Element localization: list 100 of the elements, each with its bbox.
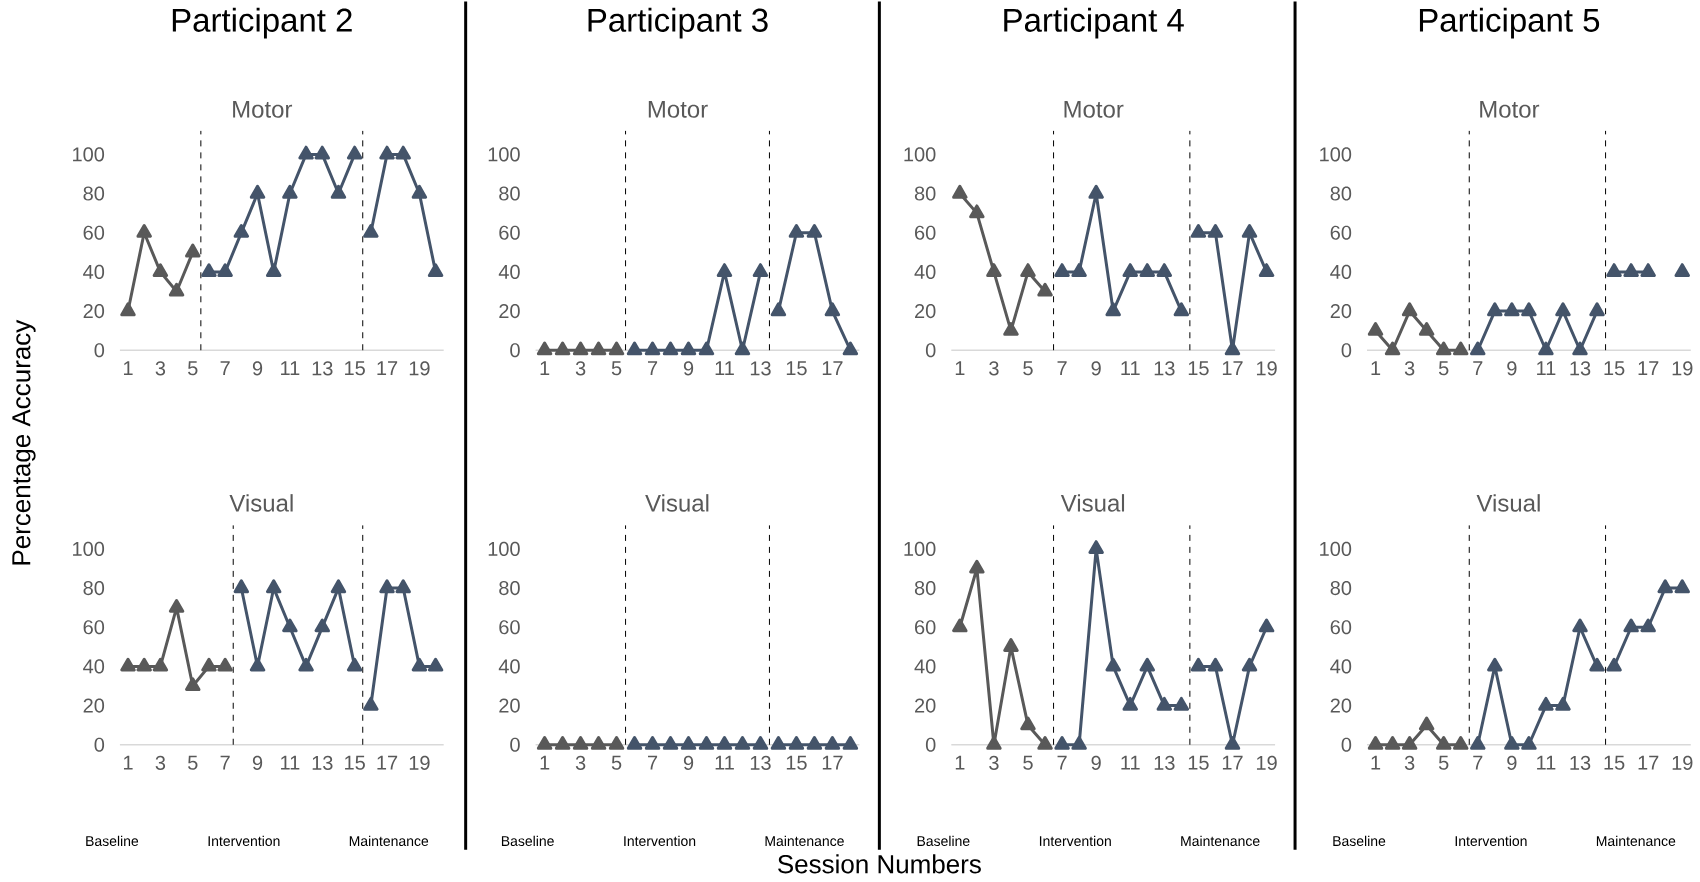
point xyxy=(1367,322,1384,336)
point xyxy=(1122,263,1138,278)
x-tick-label: 17 xyxy=(1638,755,1659,770)
y-tick-label: 80 xyxy=(499,186,520,201)
x-tick-label: 7 xyxy=(1473,361,1483,376)
y-tick-label: 100 xyxy=(488,147,520,162)
chart-subtitle: Motor xyxy=(648,101,708,118)
x-tick-label: 19 xyxy=(1256,361,1277,376)
x-tick-label: 9 xyxy=(683,361,694,376)
x-tick-label: 1 xyxy=(123,361,133,376)
x-tick-label: 11 xyxy=(715,755,734,770)
point xyxy=(120,657,136,672)
y-tick-label: 0 xyxy=(94,737,105,752)
y-tick-label: 100 xyxy=(904,541,936,557)
point xyxy=(1241,657,1258,672)
y-tick-label: 0 xyxy=(925,737,936,752)
chart-title: Visual xyxy=(645,494,709,512)
point xyxy=(298,145,314,160)
x-tick-label: 3 xyxy=(989,755,999,771)
point xyxy=(1258,263,1275,278)
chart-title: Participant 3 xyxy=(588,7,768,39)
point xyxy=(734,341,751,356)
x-tick-label: 15 xyxy=(786,361,807,376)
x-tick-label: 9 xyxy=(1507,755,1517,771)
point xyxy=(608,341,625,356)
point xyxy=(346,657,363,672)
x-tick-label: 15 xyxy=(345,755,365,770)
point xyxy=(554,341,571,356)
point xyxy=(969,204,985,219)
x-tick-label: 5 xyxy=(1023,755,1033,770)
point xyxy=(168,282,185,297)
x-tick-label: 5 xyxy=(188,755,198,770)
point xyxy=(536,341,553,356)
point xyxy=(427,657,444,672)
point xyxy=(1122,696,1138,711)
x-tick-label: 9 xyxy=(252,361,263,376)
point xyxy=(1020,716,1036,731)
point xyxy=(1453,736,1469,750)
chart-title: Participant 2 xyxy=(172,7,352,39)
x-tick-label: 5 xyxy=(1023,361,1033,376)
point xyxy=(1572,341,1588,356)
x-tick-label: 17 xyxy=(822,361,843,376)
y-tick-label: 40 xyxy=(1330,659,1352,674)
x-tick-label: 15 xyxy=(1604,755,1625,770)
x-tick-label: 9 xyxy=(1507,361,1517,376)
point xyxy=(152,263,169,278)
point xyxy=(1470,341,1486,356)
point xyxy=(680,341,697,356)
y-tick-label: 100 xyxy=(1320,541,1352,557)
text: Baseline xyxy=(1333,835,1386,847)
x-tick-label: 11 xyxy=(281,755,300,770)
y-tick-label: 0 xyxy=(925,343,936,358)
y-tick-label: 40 xyxy=(1330,264,1352,280)
point xyxy=(716,263,733,278)
x-tick-label: 19 xyxy=(1672,361,1693,376)
x-tick-label: 19 xyxy=(1256,755,1277,771)
x-tick-label: 11 xyxy=(715,361,734,376)
point xyxy=(698,341,715,356)
x-tick-label: 11 xyxy=(1537,755,1556,770)
point xyxy=(1224,736,1241,750)
x-tick-label: 3 xyxy=(1404,361,1415,376)
y-tick-label: 100 xyxy=(904,147,936,162)
y-tick-label: 20 xyxy=(83,304,105,319)
text: Maintenance xyxy=(1596,835,1676,847)
x-tick-label: 15 xyxy=(345,361,365,376)
y-tick-label: 40 xyxy=(914,264,936,280)
x-tick-label: 15 xyxy=(1188,755,1209,770)
point xyxy=(1418,716,1435,731)
chart-subtitle: Motor xyxy=(1064,101,1124,118)
y-tick-label: 20 xyxy=(499,304,520,319)
point xyxy=(1173,696,1190,711)
point xyxy=(1401,302,1418,317)
y-tick-label: 40 xyxy=(83,659,105,674)
x-tick-label: 13 xyxy=(750,755,771,771)
point xyxy=(1207,657,1224,672)
y-tick-label: 100 xyxy=(1320,147,1352,162)
point xyxy=(427,263,444,278)
x-tick-label: 13 xyxy=(750,361,771,376)
point xyxy=(1088,540,1104,555)
point xyxy=(969,559,985,574)
text: Baseline xyxy=(501,835,554,847)
x-tick-label: 5 xyxy=(1438,755,1449,770)
point xyxy=(1538,341,1554,356)
point xyxy=(363,696,379,711)
x-tick-label: 7 xyxy=(1473,755,1483,770)
point xyxy=(1555,302,1571,317)
point xyxy=(644,341,661,356)
point xyxy=(1241,224,1258,238)
x-tick-label: 9 xyxy=(683,755,694,771)
point xyxy=(1538,696,1554,711)
x-tick-label: 11 xyxy=(1537,361,1556,376)
point xyxy=(217,657,233,672)
point xyxy=(1190,224,1207,238)
y-tick-label: 0 xyxy=(94,343,105,358)
chart-subtitle: Motor xyxy=(233,101,293,118)
point xyxy=(1606,263,1622,278)
point xyxy=(1003,322,1019,336)
y-tick-label: 60 xyxy=(83,225,105,240)
x-tick-label: 15 xyxy=(786,755,807,770)
point xyxy=(1674,263,1690,278)
